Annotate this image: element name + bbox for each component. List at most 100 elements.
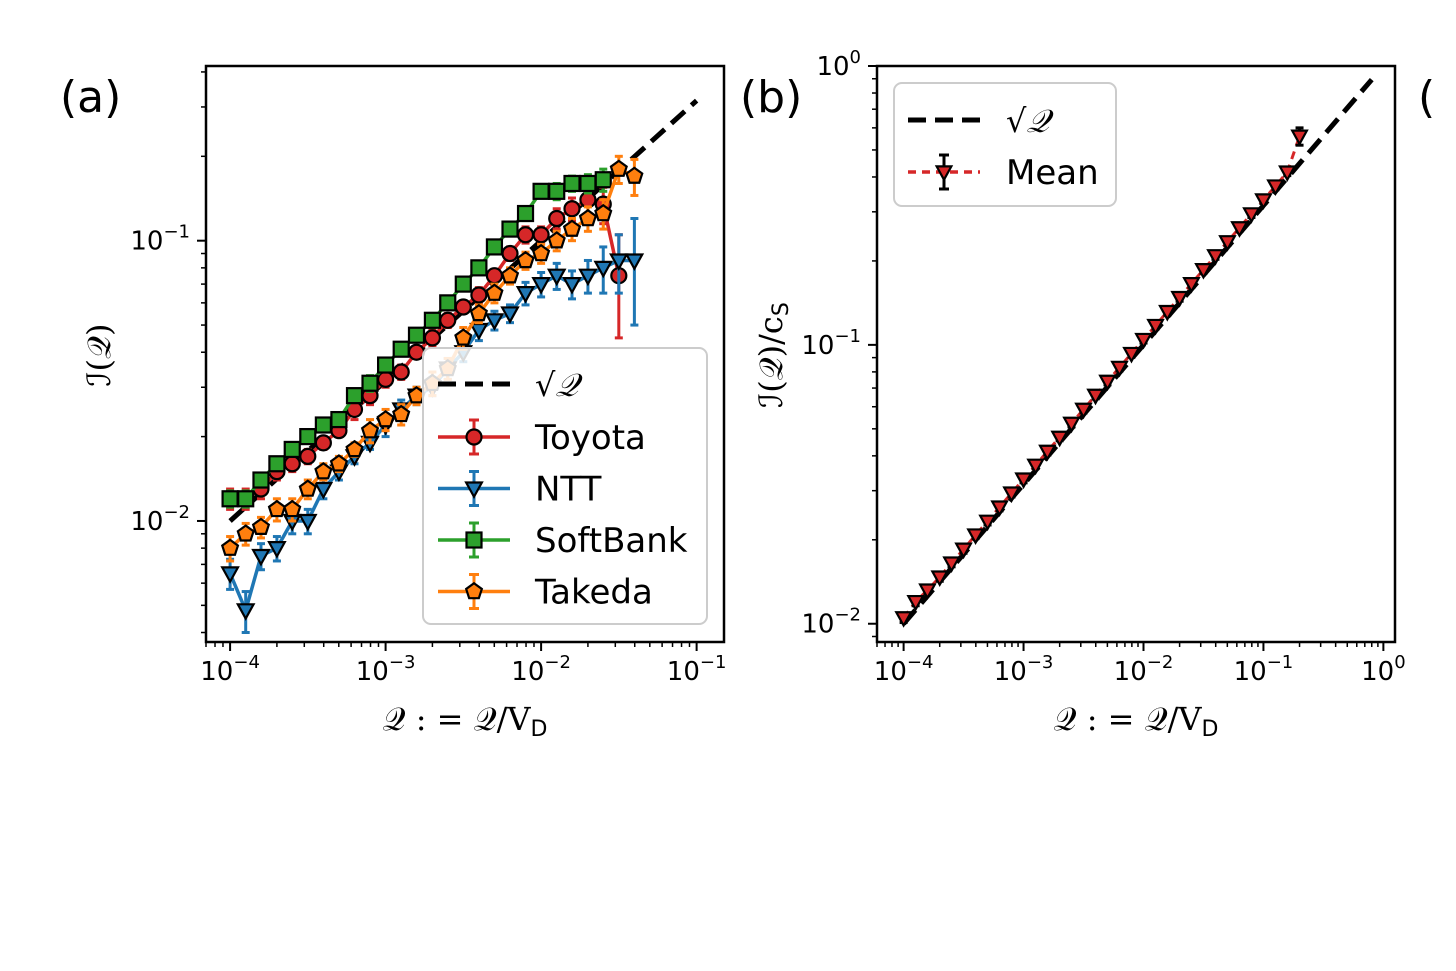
data-point — [1278, 165, 1297, 183]
data-point — [485, 283, 504, 301]
data-point — [532, 226, 550, 244]
data-point — [220, 538, 240, 556]
data-point — [563, 174, 581, 193]
plot-area-b — [894, 77, 1374, 628]
legend-b: √𝒬 Mean — [893, 82, 1117, 207]
data-point — [1002, 486, 1021, 504]
data-point — [299, 447, 317, 465]
data-point — [329, 454, 349, 472]
data-point — [1074, 402, 1093, 420]
data-point — [516, 250, 535, 269]
data-point — [299, 427, 317, 446]
data-point — [484, 313, 505, 331]
series-toyota — [221, 181, 628, 511]
data-point — [1158, 304, 1177, 322]
data-point — [330, 410, 348, 429]
data-point — [252, 471, 270, 489]
data-point — [942, 556, 961, 574]
x-tick-label: 10−4 — [200, 652, 260, 687]
x-tick-label: 10−3 — [994, 652, 1054, 687]
data-point — [267, 541, 287, 559]
y-tick-label: 10−2 — [130, 502, 190, 537]
data-point — [1014, 472, 1033, 490]
data-point — [1086, 388, 1105, 406]
data-point — [501, 244, 519, 263]
data-point — [609, 159, 628, 177]
data-point — [345, 439, 364, 458]
data-point — [548, 182, 566, 200]
data-point — [376, 356, 395, 374]
data-point — [268, 455, 286, 473]
data-point — [563, 200, 581, 218]
data-point — [1050, 430, 1069, 448]
data-point — [454, 275, 472, 293]
data-point — [1254, 193, 1273, 210]
data-point — [220, 566, 240, 584]
axis-ticks-a: 10−4 10−3 10−2 10−1 10−2 10−1 — [130, 222, 726, 687]
legend-items-a: Toyota NTT SoftBank Takeda — [438, 418, 688, 613]
data-point — [221, 490, 239, 508]
legend-box-b — [893, 82, 1117, 207]
data-point — [469, 303, 489, 322]
series-mean — [894, 126, 1309, 628]
legend-ref-label-b: √𝒬 — [1006, 102, 1054, 140]
data-point — [918, 583, 937, 601]
data-point — [1038, 444, 1057, 462]
series-group-b — [894, 126, 1309, 628]
panel-a-label: (a) — [60, 72, 121, 123]
data-point — [1230, 221, 1249, 238]
data-point — [516, 204, 535, 223]
data-point — [1122, 346, 1141, 364]
legend-entry-softbank: SoftBank — [438, 521, 688, 561]
legend-entry-takeda: Takeda — [438, 573, 653, 613]
x-axis-label-b: 𝒬 : = 𝒬/VD — [1054, 700, 1219, 742]
data-point — [360, 421, 380, 439]
data-point — [516, 226, 535, 244]
data-point — [515, 286, 536, 304]
data-point — [439, 294, 457, 312]
data-point — [609, 253, 629, 271]
data-point — [313, 481, 334, 500]
x-tick-label: 10−4 — [874, 652, 934, 687]
data-point — [314, 434, 332, 452]
data-point — [547, 231, 566, 249]
data-point — [548, 209, 566, 228]
data-point — [1206, 249, 1225, 266]
data-point — [1290, 129, 1309, 147]
data-point — [283, 440, 301, 459]
data-point — [407, 326, 426, 344]
data-point — [1182, 277, 1201, 294]
data-point — [423, 311, 442, 329]
data-point — [1026, 458, 1045, 476]
data-point — [283, 499, 302, 518]
data-point — [978, 514, 997, 532]
legend-label: Takeda — [534, 573, 653, 613]
data-point — [501, 220, 519, 238]
chart-panel-a: (a) 10−4 10−3 10−2 10−1 10−2 10−1 √𝒬 Toyota NT… — [60, 64, 726, 742]
data-point — [485, 238, 504, 256]
data-point — [298, 479, 317, 497]
y-axis-label-b: ℐ(𝒬)/cS — [752, 302, 794, 408]
legend-a: √𝒬 Toyota NTT SoftBank Takeda — [422, 347, 708, 625]
legend-label: Toyota — [534, 418, 646, 458]
data-point — [376, 409, 395, 428]
data-point — [625, 166, 644, 184]
legend-entry-toyota: Toyota — [438, 418, 646, 458]
x-tick-label: 10−1 — [667, 652, 727, 687]
data-point — [579, 174, 597, 193]
data-point — [578, 208, 598, 227]
legend-label: Mean — [1006, 153, 1099, 193]
data-point — [314, 416, 332, 434]
data-point — [314, 462, 333, 480]
legend-items-b: Mean — [908, 153, 1099, 193]
axes-frame-b — [875, 64, 1397, 644]
data-point — [267, 499, 287, 518]
legend-box-a — [422, 347, 708, 625]
data-point — [1266, 179, 1285, 196]
data-point — [954, 542, 973, 560]
data-point — [236, 524, 255, 542]
data-point — [562, 277, 582, 295]
data-point — [392, 340, 410, 358]
legend-swatch-marker — [465, 428, 483, 446]
